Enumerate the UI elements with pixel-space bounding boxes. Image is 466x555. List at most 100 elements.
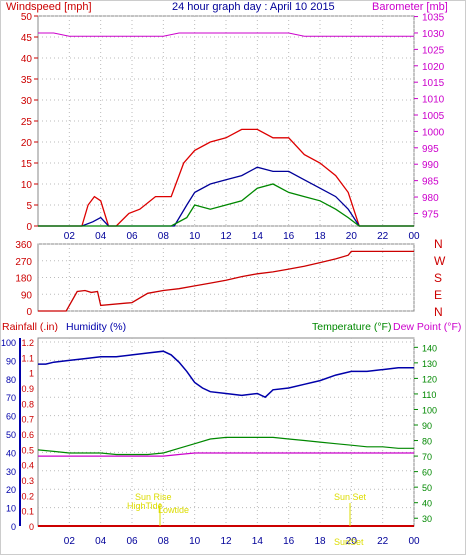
barometer-tick-label: 1005 (422, 111, 445, 122)
compass-label: N (434, 305, 443, 319)
wind-x-tick-label: 22 (377, 231, 389, 242)
dew-point-label: Dew Point (°F) (393, 321, 461, 333)
windspeed-tick-label: 45 (21, 33, 33, 44)
humidity-tick-label: 60 (6, 412, 16, 422)
windspeed-tick-label: 35 (21, 75, 33, 86)
temperature-tick-label: 120 (422, 374, 437, 384)
barometer-tick-label: 1030 (422, 29, 445, 40)
climate-x-tick-label: 04 (95, 536, 107, 547)
wind-x-tick-label: 20 (346, 231, 358, 242)
wind-x-tick-label: 08 (158, 231, 170, 242)
temperature-label: Temperature (°F) (312, 321, 391, 333)
windspeed-tick-label: 50 (21, 12, 33, 23)
wind-x-tick-label: 18 (314, 231, 326, 242)
temperature-tick-label: 100 (422, 405, 437, 415)
sun-markers: Sun Rise HighTide Lowtide Sun Set SunSet (127, 492, 367, 547)
climate-x-tick-label: 08 (158, 536, 170, 547)
temperature-tick-label: 30 (422, 514, 432, 524)
barometer-tick-label: 975 (422, 209, 439, 220)
compass-label: E (434, 288, 442, 302)
humidity-tick-label: 70 (6, 393, 16, 403)
temperature-tick-label: 130 (422, 359, 437, 369)
rain-tick-label: 0 (29, 522, 34, 532)
direction-tick-label: 360 (15, 240, 32, 251)
temperature-tick-label: 50 (422, 483, 432, 493)
humidity-line (38, 350, 414, 399)
humidity-label: Humidity (%) (66, 321, 126, 333)
climate-x-tick-label: 16 (283, 536, 295, 547)
climate-x-tick-label: 20 (346, 536, 358, 547)
barometer-tick-label: 1010 (422, 95, 445, 106)
rain-tick-label: 1.2 (21, 338, 34, 348)
rain-tick-label: 0.6 (21, 430, 34, 440)
climate-x-tick-label: 06 (126, 536, 138, 547)
rainfall-label: Rainfall (.in) (2, 321, 58, 333)
low-tide-label: Lowtide (158, 505, 189, 515)
rain-tick-label: 0.7 (21, 415, 34, 425)
wind-x-tick-label: 14 (252, 231, 264, 242)
compass-label: W (434, 254, 446, 268)
humidity-tick-label: 40 (6, 448, 16, 458)
climate-x-tick-label: 18 (314, 536, 326, 547)
climate-series (37, 350, 414, 527)
sun-rise-label: Sun Rise (135, 492, 172, 502)
barometer-tick-label: 985 (422, 177, 439, 188)
humidity-tick-label: 20 (6, 485, 16, 495)
climate-x-axis: 02 04 06 08 10 12 14 16 18 20 22 00 (64, 536, 420, 547)
humidity-axis: 0 10 20 30 40 50 60 70 80 90 100 (1, 338, 21, 532)
rain-tick-label: 0.9 (21, 384, 34, 394)
rain-tick-label: 0.5 (21, 445, 34, 455)
wind-average-line (38, 166, 414, 227)
barometer-tick-label: 1000 (422, 127, 445, 138)
barometer-axis: 975 980 985 990 995 1000 1005 1010 1015 1020 1025 1… (414, 13, 445, 220)
climate-x-tick-label: 22 (377, 536, 389, 547)
windspeed-tick-label: 10 (21, 180, 33, 191)
humidity-tick-label: 0 (11, 522, 16, 532)
direction-tick-label: 0 (26, 307, 32, 318)
direction-tick-label: 90 (21, 290, 33, 301)
windspeed-tick-label: 0 (26, 222, 32, 233)
windspeed-tick-label: 5 (26, 201, 32, 212)
humidity-tick-label: 10 (6, 504, 16, 514)
rain-tick-label: 0.1 (21, 507, 34, 517)
temperature-tick-label: 110 (422, 390, 436, 400)
barometer-tick-label: 995 (422, 144, 439, 155)
barometer-tick-label: 980 (422, 193, 439, 204)
sun-set-label: Sun Set (334, 492, 367, 502)
barometer-label: Barometer [mb] (372, 1, 448, 13)
wind-x-tick-label: 12 (220, 231, 232, 242)
rain-tick-label: 0.2 (21, 491, 34, 501)
compass-label: S (434, 271, 442, 285)
wind-x-tick-label: 06 (126, 231, 138, 242)
temperature-tick-label: 90 (422, 421, 432, 431)
direction-series (38, 250, 414, 312)
wind-x-tick-label: 16 (283, 231, 295, 242)
temperature-tick-label: 140 (422, 343, 437, 353)
rain-tick-label: 1 (29, 369, 34, 379)
humidity-tick-label: 30 (6, 467, 16, 477)
wind-direction-line (38, 250, 414, 312)
rain-tick-label: 0.3 (21, 476, 34, 486)
rain-tick-label: 0.4 (21, 461, 34, 471)
windspeed-tick-label: 20 (21, 138, 33, 149)
high-tide-label: HighTide (127, 501, 163, 511)
sun-set-time-label: SunSet (334, 537, 364, 547)
climate-x-tick-label: 12 (220, 536, 232, 547)
barometer-tick-label: 1025 (422, 45, 445, 56)
climate-panel: 0 0.1 0.2 0.3 0.4 0.5 0.6 0.7 0.8 0.9 1 1.1 1.2 0 10 2… (1, 337, 437, 547)
temperature-axis: 30 40 50 60 70 80 90 100 110 120 130 140 (414, 343, 437, 524)
humidity-tick-label: 100 (1, 338, 16, 348)
chart-title: 24 hour graph day : April 10 2015 (172, 1, 335, 13)
direction-tick-label: 270 (15, 257, 32, 268)
windspeed-label: Windspeed [mph] (6, 1, 92, 13)
barometer-tick-label: 1035 (422, 13, 445, 24)
rain-tick-label: 0.8 (21, 399, 34, 409)
temperature-tick-label: 60 (422, 468, 432, 478)
windspeed-tick-label: 25 (21, 117, 33, 128)
climate-x-tick-label: 00 (408, 536, 420, 547)
rain-axis: 0 0.1 0.2 0.3 0.4 0.5 0.6 0.7 0.8 0.9 1 1.1 1.2 (21, 338, 34, 532)
temperature-tick-label: 70 (422, 452, 432, 462)
humidity-tick-label: 50 (6, 430, 16, 440)
